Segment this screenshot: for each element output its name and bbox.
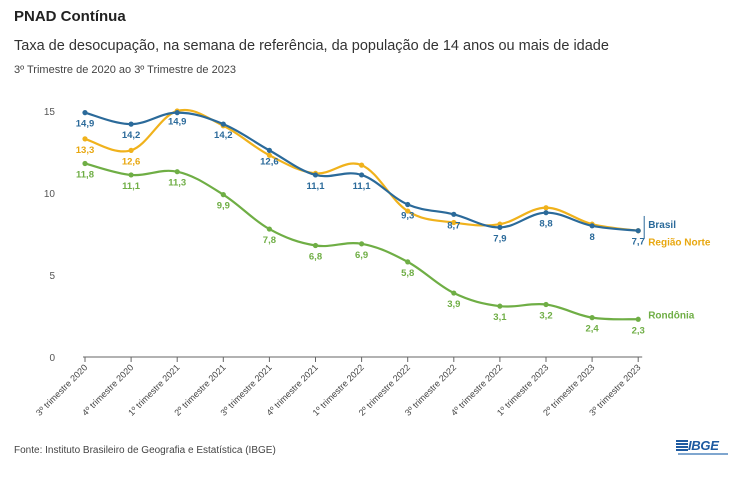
data-point	[451, 290, 457, 296]
chart-title: PNAD Contínua	[14, 8, 126, 25]
data-label: 9,3	[401, 210, 414, 221]
chart-period: 3º Trimestre de 2020 ao 3º Trimestre de …	[14, 64, 237, 76]
data-point	[359, 172, 365, 178]
data-point	[635, 228, 641, 234]
data-label: 7,7	[632, 237, 645, 248]
data-point	[174, 110, 180, 116]
data-point	[220, 121, 226, 127]
data-label: 8,7	[447, 220, 460, 231]
data-point	[82, 160, 88, 167]
data-label: 6,8	[309, 251, 322, 262]
data-label: 3,1	[493, 312, 507, 323]
data-label: 11,1	[307, 181, 326, 192]
data-point	[405, 259, 411, 265]
source-note: Fonte: Instituto Brasileiro de Geografia…	[14, 445, 276, 456]
data-label: 11,3	[168, 178, 186, 189]
data-label: 11,8	[76, 169, 94, 180]
x-tick-label: 3º trimestre 2023	[587, 362, 642, 417]
data-point	[128, 172, 134, 178]
data-label: 14,9	[76, 119, 95, 130]
data-point	[635, 316, 641, 322]
data-point	[543, 205, 549, 211]
data-point	[128, 147, 134, 153]
data-label: 2,4	[585, 324, 599, 335]
data-point	[543, 210, 549, 216]
y-tick-label: 0	[49, 353, 55, 364]
data-label: 8	[589, 232, 594, 243]
logo-text: IBGE	[688, 438, 719, 453]
data-label: 9,9	[217, 201, 230, 212]
data-point	[451, 211, 457, 217]
data-point	[589, 223, 595, 229]
data-label: 7,9	[493, 233, 506, 244]
data-label: 12,6	[122, 156, 141, 167]
series-label-rondonia: Rondônia	[648, 310, 695, 321]
data-label: 14,2	[122, 130, 141, 141]
data-point	[82, 136, 88, 142]
data-point	[359, 162, 365, 168]
data-point	[82, 110, 88, 116]
logo-underline	[678, 453, 728, 455]
chart-subtitle: Taxa de desocupação, na semana de referê…	[14, 38, 609, 54]
data-label: 14,2	[214, 130, 233, 141]
data-label: 3,2	[539, 311, 552, 322]
data-label: 6,9	[355, 250, 368, 261]
data-label: 5,8	[401, 268, 414, 279]
y-tick-label: 10	[44, 189, 56, 200]
series-label-brasil: Brasil	[648, 220, 676, 231]
data-label: 13,3	[76, 145, 95, 156]
data-label: 3,9	[447, 299, 460, 310]
data-point	[174, 169, 180, 175]
data-label: 2,3	[632, 325, 645, 336]
data-point	[266, 152, 272, 158]
data-point	[405, 201, 411, 208]
data-point	[266, 147, 272, 153]
data-point	[497, 303, 503, 309]
data-label: 14,9	[168, 117, 187, 128]
ibge-logo-mark-icon	[676, 440, 688, 451]
data-point	[312, 172, 319, 178]
data-point	[405, 208, 411, 214]
data-point	[312, 242, 319, 249]
data-point	[497, 224, 503, 231]
data-point	[451, 219, 457, 226]
data-point	[543, 301, 549, 308]
data-label: 11,1	[122, 181, 141, 192]
data-point	[128, 121, 134, 127]
y-tick-label: 5	[49, 271, 55, 282]
data-point	[589, 315, 595, 321]
ibge-logo: IBGE	[676, 438, 728, 460]
data-label: 8,8	[539, 219, 552, 230]
series-label-norte: Região Norte	[648, 237, 711, 248]
data-point	[220, 192, 226, 198]
y-tick-label: 15	[44, 107, 56, 118]
data-label: 12,6	[260, 156, 279, 167]
data-label: 7,8	[263, 235, 276, 246]
data-point	[266, 226, 272, 232]
data-label: 11,1	[353, 181, 372, 192]
data-point	[359, 241, 365, 247]
